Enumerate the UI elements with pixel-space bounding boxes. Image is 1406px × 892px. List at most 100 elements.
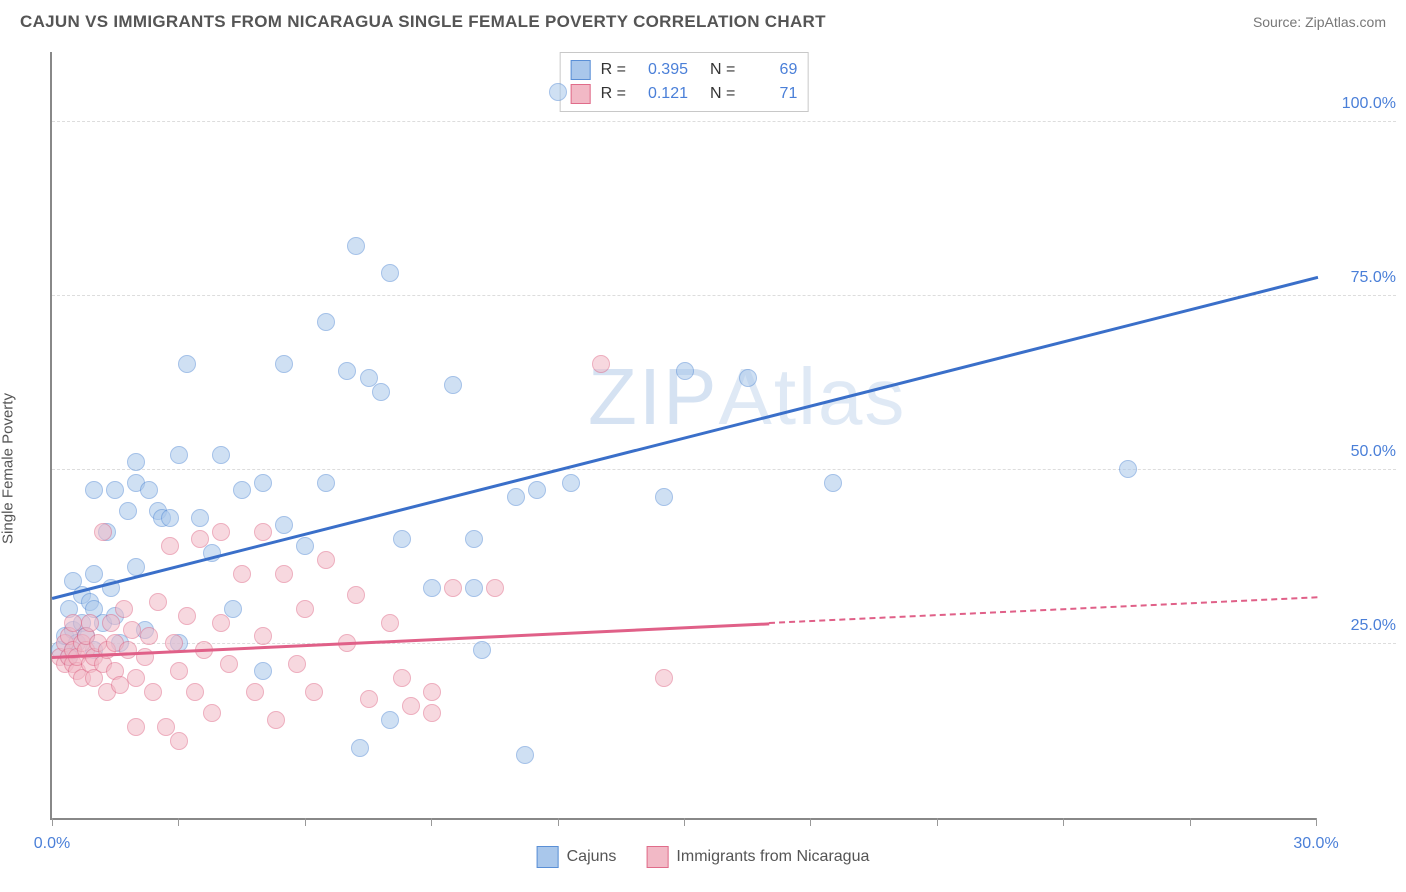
scatter-point: [655, 669, 673, 687]
scatter-point: [127, 669, 145, 687]
chart-title: CAJUN VS IMMIGRANTS FROM NICARAGUA SINGL…: [20, 12, 826, 32]
scatter-point: [317, 474, 335, 492]
source-link[interactable]: ZipAtlas.com: [1305, 14, 1386, 30]
scatter-point: [233, 565, 251, 583]
scatter-point: [393, 669, 411, 687]
legend-item: Cajuns: [537, 846, 617, 868]
scatter-point: [106, 481, 124, 499]
stat-n-value: 69: [745, 61, 797, 79]
x-tick: [558, 818, 559, 826]
scatter-point: [739, 369, 757, 387]
scatter-point: [111, 676, 129, 694]
scatter-point: [465, 579, 483, 597]
scatter-point: [317, 313, 335, 331]
watermark-thin: Atlas: [718, 352, 906, 441]
scatter-point: [528, 481, 546, 499]
scatter-point: [233, 481, 251, 499]
scatter-point: [351, 739, 369, 757]
x-tick: [684, 818, 685, 826]
scatter-point: [275, 355, 293, 373]
scatter-point: [516, 746, 534, 764]
scatter-point: [1119, 460, 1137, 478]
scatter-point: [115, 600, 133, 618]
chart-header: CAJUN VS IMMIGRANTS FROM NICARAGUA SINGL…: [0, 0, 1406, 40]
scatter-point: [592, 355, 610, 373]
stat-r-label: R =: [601, 61, 626, 79]
scatter-point: [149, 593, 167, 611]
scatter-point: [372, 383, 390, 401]
scatter-point: [381, 711, 399, 729]
stat-row: R =0.121N =71: [571, 82, 798, 106]
scatter-point: [465, 530, 483, 548]
x-tick: [810, 818, 811, 826]
scatter-point: [85, 565, 103, 583]
scatter-point: [562, 474, 580, 492]
stat-swatch: [571, 84, 591, 104]
scatter-point: [338, 362, 356, 380]
scatter-point: [423, 579, 441, 597]
stat-r-value: 0.121: [636, 85, 688, 103]
x-tick-label: 0.0%: [34, 835, 70, 853]
scatter-point: [275, 516, 293, 534]
scatter-point: [655, 488, 673, 506]
scatter-point: [178, 355, 196, 373]
scatter-point: [507, 488, 525, 506]
scatter-point: [549, 83, 567, 101]
scatter-point: [305, 683, 323, 701]
stat-r-label: R =: [601, 85, 626, 103]
source-attribution: Source: ZipAtlas.com: [1253, 14, 1386, 30]
scatter-point: [676, 362, 694, 380]
gridline-h: [52, 643, 1396, 644]
y-axis-label: Single Female Poverty: [0, 393, 17, 544]
scatter-point: [119, 502, 137, 520]
x-tick: [305, 818, 306, 826]
scatter-point: [127, 453, 145, 471]
chart-container: Single Female Poverty ZIPAtlas R = 0.395 N…: [0, 40, 1406, 880]
legend-swatch: [646, 846, 668, 868]
legend-label: Cajuns: [567, 848, 617, 866]
scatter-point: [212, 523, 230, 541]
stat-n-label: N =: [710, 61, 735, 79]
x-tick: [178, 818, 179, 826]
scatter-point: [220, 655, 238, 673]
legend-swatch: [537, 846, 559, 868]
legend: Cajuns Immigrants from Nicaragua: [537, 846, 870, 868]
scatter-point: [254, 662, 272, 680]
gridline-h: [52, 121, 1396, 122]
scatter-point: [144, 683, 162, 701]
source-label: Source:: [1253, 14, 1301, 30]
scatter-point: [102, 614, 120, 632]
scatter-point: [275, 565, 293, 583]
y-tick-label: 25.0%: [1326, 617, 1396, 635]
scatter-point: [170, 662, 188, 680]
scatter-point: [296, 537, 314, 555]
scatter-point: [393, 530, 411, 548]
scatter-point: [212, 446, 230, 464]
scatter-point: [123, 621, 141, 639]
legend-item: Immigrants from Nicaragua: [646, 846, 869, 868]
scatter-point: [170, 446, 188, 464]
trend-line-dashed: [769, 597, 1318, 625]
scatter-point: [178, 607, 196, 625]
scatter-point: [170, 732, 188, 750]
stat-n-label: N =: [710, 85, 735, 103]
trend-line: [52, 275, 1319, 599]
scatter-point: [119, 641, 137, 659]
scatter-point: [140, 627, 158, 645]
scatter-point: [267, 711, 285, 729]
scatter-point: [254, 523, 272, 541]
scatter-point: [444, 579, 462, 597]
scatter-point: [94, 523, 112, 541]
scatter-point: [161, 509, 179, 527]
scatter-point: [127, 718, 145, 736]
gridline-h: [52, 295, 1396, 296]
scatter-point: [224, 600, 242, 618]
x-tick-label: 30.0%: [1293, 835, 1338, 853]
scatter-point: [296, 600, 314, 618]
scatter-point: [203, 704, 221, 722]
scatter-point: [140, 481, 158, 499]
scatter-point: [423, 683, 441, 701]
x-tick: [431, 818, 432, 826]
watermark: ZIPAtlas: [588, 351, 906, 443]
stat-r-value: 0.395: [636, 61, 688, 79]
